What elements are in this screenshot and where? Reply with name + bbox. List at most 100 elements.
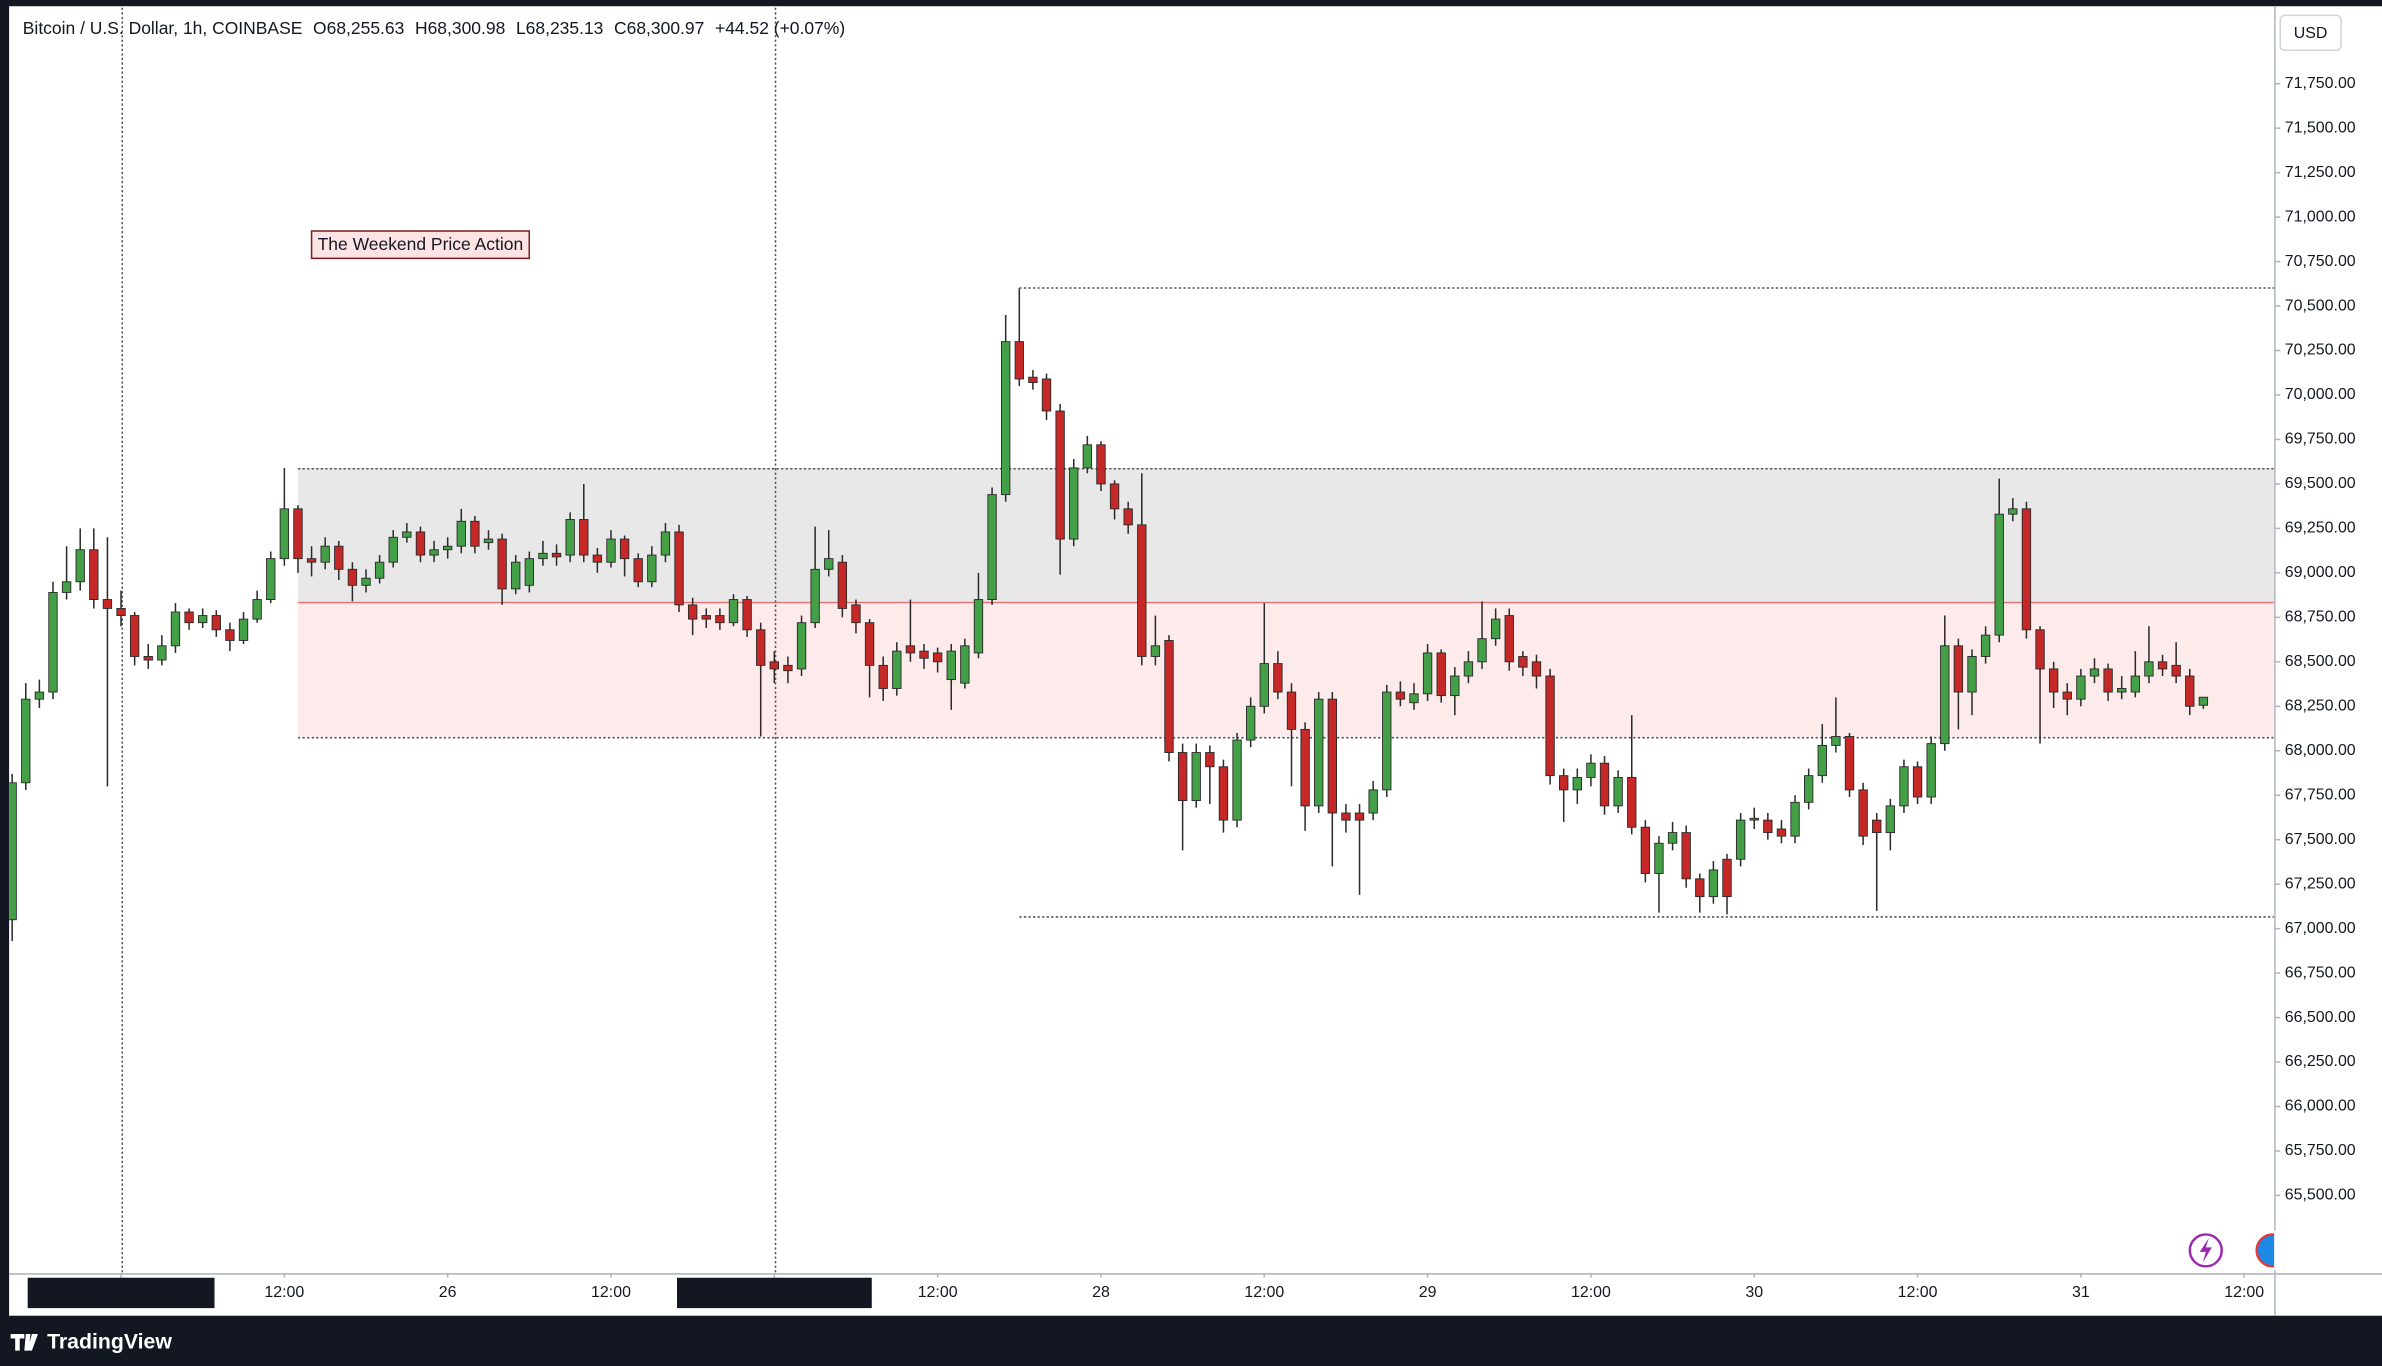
y-tick-label: 68,500.00 bbox=[2285, 653, 2356, 670]
candle-body bbox=[1300, 728, 1310, 807]
candle-body bbox=[2185, 675, 2195, 707]
candle-body bbox=[1177, 752, 1188, 802]
candle-body bbox=[756, 629, 766, 666]
candle-body bbox=[2048, 668, 2059, 693]
x-tick-label: 29 bbox=[1419, 1284, 1437, 1301]
y-tick-label: 67,250.00 bbox=[2285, 875, 2356, 892]
candle-body bbox=[2089, 668, 2100, 677]
candle-body bbox=[2103, 668, 2113, 693]
candle-body bbox=[647, 554, 657, 583]
candle-body bbox=[1599, 762, 1610, 807]
candle-body bbox=[184, 611, 194, 624]
y-tick-label: 69,250.00 bbox=[2285, 520, 2356, 537]
candle-body bbox=[2171, 664, 2181, 677]
change: +44.52 (+0.07%) bbox=[715, 18, 845, 38]
candle-body bbox=[116, 607, 126, 617]
candle-body bbox=[742, 599, 752, 631]
candle-body bbox=[347, 568, 358, 586]
y-tick-label: 66,500.00 bbox=[2285, 1009, 2356, 1026]
candle-body bbox=[946, 650, 956, 681]
currency-box[interactable] bbox=[2279, 14, 2342, 52]
y-tick-label: 69,000.00 bbox=[2285, 564, 2356, 581]
candle-body bbox=[783, 664, 793, 672]
candle-body bbox=[1123, 508, 1133, 526]
candle-body bbox=[1586, 762, 1596, 778]
candle-body bbox=[1804, 775, 1814, 803]
candle-body bbox=[715, 615, 725, 624]
candle-body bbox=[306, 558, 317, 563]
y-tick-label: 67,750.00 bbox=[2285, 786, 2356, 803]
y-tick-label: 70,500.00 bbox=[2285, 297, 2356, 314]
candle-body bbox=[987, 494, 997, 601]
candle-body bbox=[1490, 618, 1501, 640]
candle-body bbox=[320, 545, 330, 563]
candle-body bbox=[579, 519, 589, 556]
candle-body bbox=[497, 538, 507, 590]
candle-body bbox=[442, 545, 453, 551]
candle-body bbox=[878, 664, 888, 689]
candle-body bbox=[1545, 675, 1555, 777]
x-tick-label: 28 bbox=[1092, 1284, 1110, 1301]
y-tick-label: 71,500.00 bbox=[2285, 119, 2356, 136]
candle-body bbox=[1395, 691, 1406, 700]
y-tick-label: 68,250.00 bbox=[2285, 697, 2356, 714]
y-tick-label: 71,000.00 bbox=[2285, 208, 2356, 225]
candle-body bbox=[919, 650, 929, 659]
y-tick-label: 65,750.00 bbox=[2285, 1142, 2356, 1159]
candle-body bbox=[1994, 513, 2004, 636]
candle-body bbox=[1735, 819, 1746, 860]
candle-body bbox=[1708, 869, 1719, 898]
candle-body bbox=[2035, 629, 2045, 670]
candle-body bbox=[1205, 752, 1215, 768]
candle-body bbox=[973, 599, 984, 654]
y-tick-label: 67,000.00 bbox=[2285, 920, 2356, 937]
candle-body bbox=[864, 622, 875, 666]
candle-body bbox=[1790, 801, 1800, 837]
candle-body bbox=[402, 531, 412, 538]
candle-body bbox=[1354, 812, 1365, 821]
candle-body bbox=[960, 645, 970, 684]
axes: 71,750.00 71,500.00 71,250.00 71,000.00 70,7… bbox=[27, 75, 2356, 1309]
candle-body bbox=[2008, 508, 2018, 515]
brand-logo bbox=[10, 1333, 38, 1351]
candle-body bbox=[701, 615, 711, 620]
candle-body bbox=[102, 599, 113, 609]
candle-body bbox=[238, 618, 249, 641]
candle-body bbox=[1041, 378, 1052, 412]
candle-body bbox=[565, 519, 575, 556]
candle-body bbox=[1980, 634, 1991, 657]
candle-body bbox=[361, 577, 371, 586]
currency[interactable]: USD bbox=[2294, 25, 2328, 42]
candle-body bbox=[374, 561, 385, 579]
candle-body bbox=[456, 520, 466, 547]
candle-body bbox=[1749, 817, 1759, 821]
candle-body bbox=[225, 629, 235, 641]
ohlc-close: C68,300.97 bbox=[614, 18, 704, 38]
candle-body bbox=[143, 656, 153, 661]
candle-body bbox=[538, 552, 548, 560]
candle-body bbox=[1531, 661, 1542, 677]
candle-body bbox=[1912, 766, 1923, 798]
candle-body bbox=[279, 508, 290, 560]
candle-body bbox=[1137, 524, 1147, 657]
candle-body bbox=[2021, 508, 2032, 631]
candle-body bbox=[1150, 645, 1161, 657]
candle-body bbox=[551, 552, 562, 558]
candle-body bbox=[1191, 752, 1201, 802]
candle-body bbox=[2157, 661, 2168, 670]
candle-body bbox=[824, 558, 834, 570]
candle-body bbox=[211, 615, 221, 631]
candle-body bbox=[1341, 812, 1351, 821]
candle-body bbox=[851, 604, 861, 624]
x-tick-label: 12:00 bbox=[1898, 1284, 1938, 1301]
candle-body bbox=[1953, 645, 1964, 693]
x-tick-label: 12:00 bbox=[591, 1284, 631, 1301]
alert-icon[interactable] bbox=[2188, 1233, 2223, 1268]
candle-body bbox=[1232, 739, 1242, 821]
candle-body bbox=[1028, 376, 1038, 383]
candle-body bbox=[1218, 766, 1229, 821]
candle-body bbox=[34, 691, 45, 700]
candle-body bbox=[1844, 736, 1855, 791]
candle-body bbox=[1477, 638, 1487, 663]
